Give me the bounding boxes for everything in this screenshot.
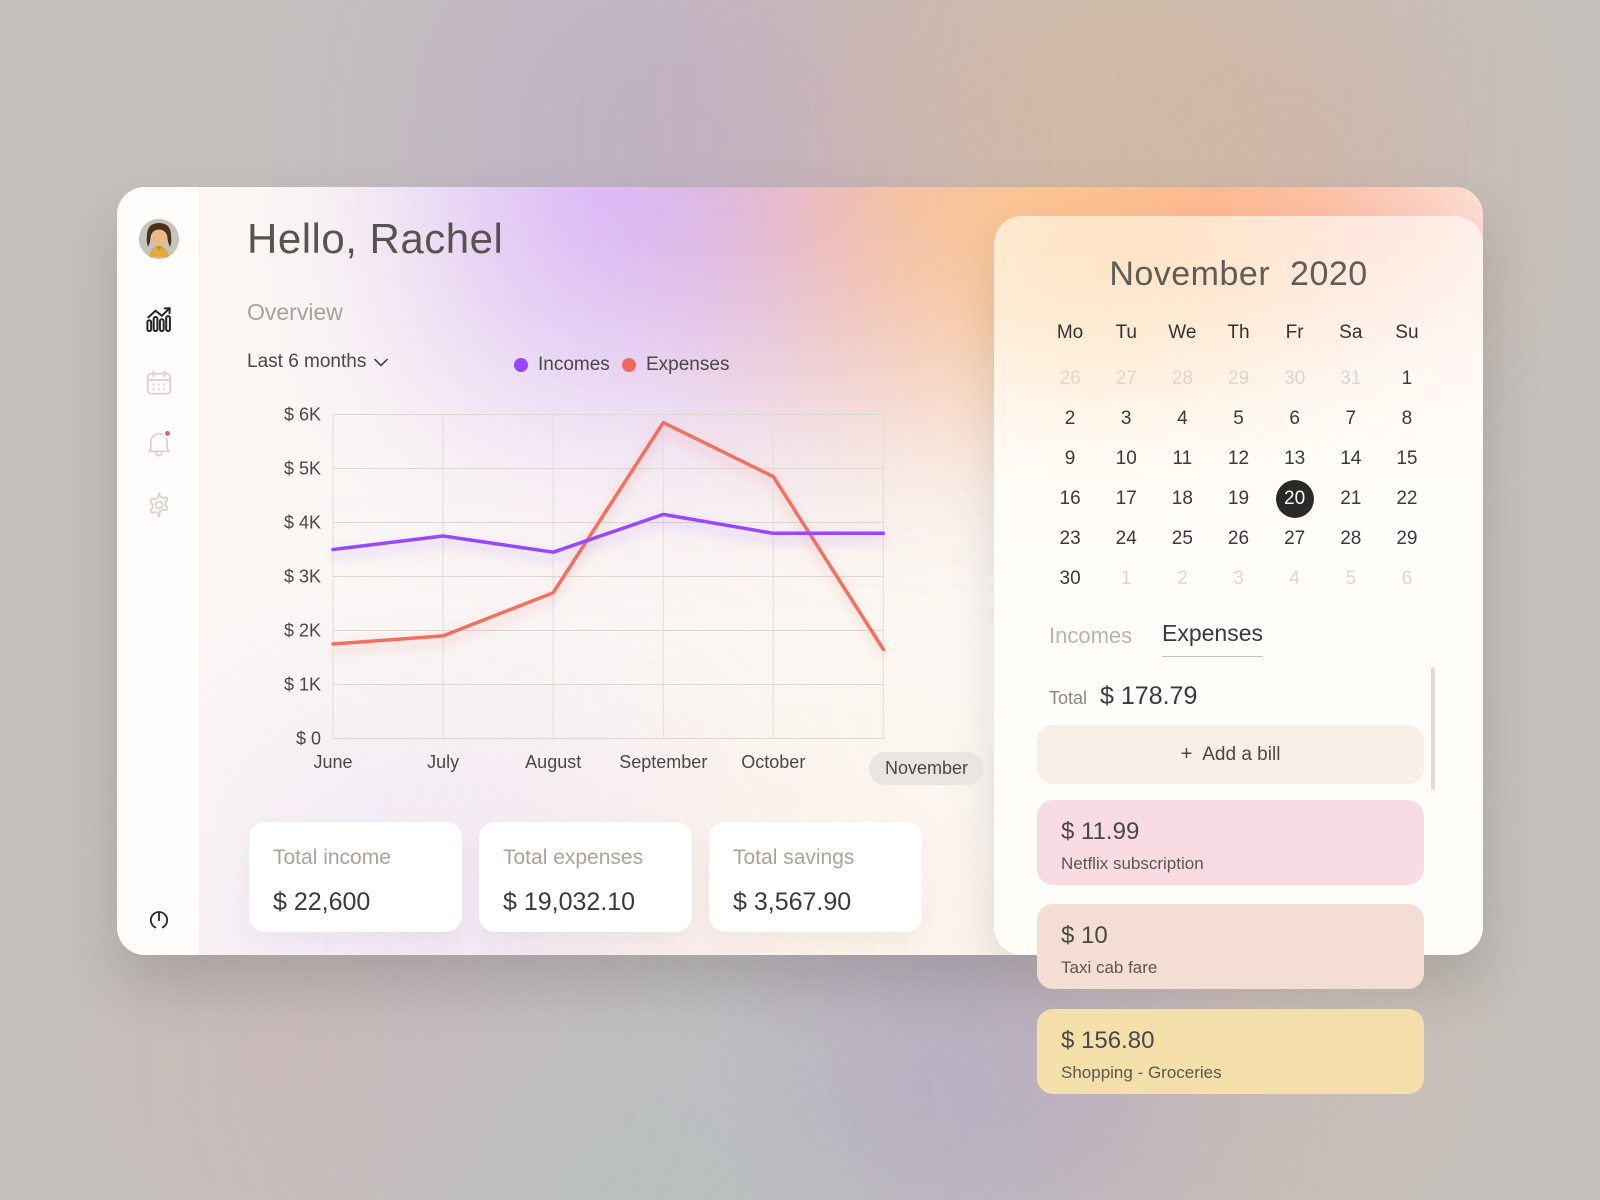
svg-text:$ 1K: $ 1K [284,675,321,695]
svg-text:July: July [427,752,459,772]
svg-text:$ 6K: $ 6K [284,405,321,425]
svg-text:$ 2K: $ 2K [284,621,321,641]
svg-text:October: October [741,752,805,772]
svg-text:June: June [313,752,352,772]
svg-text:August: August [525,752,581,772]
svg-text:September: September [619,752,707,772]
svg-text:$ 4K: $ 4K [284,513,321,533]
svg-text:$ 3K: $ 3K [284,567,321,587]
svg-text:$ 0: $ 0 [296,729,321,749]
svg-text:$ 5K: $ 5K [284,459,321,479]
